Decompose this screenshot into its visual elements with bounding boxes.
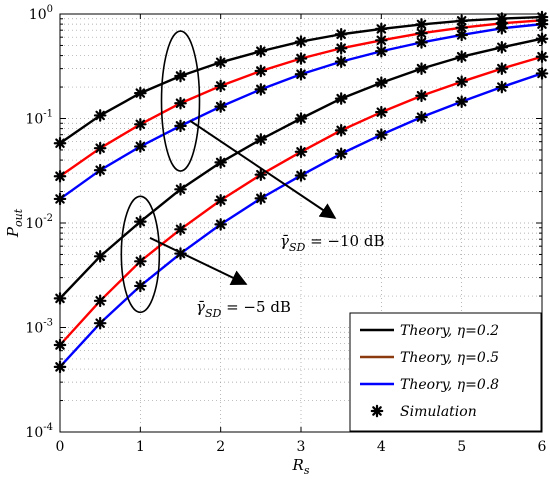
simulation-marker — [495, 21, 509, 35]
simulation-marker — [254, 64, 268, 78]
simulation-marker — [455, 95, 468, 108]
simulation-marker — [254, 44, 268, 58]
simulation-marker — [334, 92, 348, 105]
simulation-marker — [254, 133, 268, 146]
simulation-marker — [294, 67, 308, 81]
simulation-marker — [93, 316, 107, 330]
x-axis-label: Rs — [292, 456, 310, 477]
simulation-marker — [455, 50, 468, 64]
simulation-marker — [214, 100, 227, 113]
simulation-marker — [134, 86, 147, 100]
annotation-arrow-lower — [149, 237, 248, 285]
simulation-marker — [214, 79, 227, 93]
simulation-marker — [174, 223, 187, 236]
simulation-marker — [254, 168, 268, 181]
simulation-marker — [375, 34, 388, 47]
simulation-marker — [495, 80, 509, 94]
simulation-marker — [254, 192, 268, 205]
simulation-marker — [174, 69, 187, 83]
simulation-marker — [415, 62, 428, 75]
simulation-marker — [93, 109, 107, 122]
simulation-marker — [134, 140, 147, 153]
simulation-marker — [334, 55, 348, 68]
group-ellipse-upper — [160, 30, 201, 172]
simulation-marker — [254, 83, 268, 96]
simulation-marker — [294, 145, 308, 159]
simulation-marker — [294, 169, 308, 182]
simulation-marker — [375, 105, 388, 119]
simulation-marker — [415, 26, 428, 40]
simulation-marker — [370, 404, 384, 418]
simulation-marker — [334, 147, 348, 161]
simulation-marker — [214, 156, 227, 169]
simulation-marker — [455, 21, 468, 34]
simulation-marker — [134, 215, 147, 228]
y-tick-label: 100 — [29, 4, 53, 23]
legend: Theory, η=0.2 Theory, η=0.5 Theory, η=0.8 S… — [349, 312, 542, 432]
simulation-marker — [294, 52, 308, 65]
annotation-label-upper: γ̄SD = −10 dB — [280, 232, 384, 254]
simulation-marker — [174, 183, 187, 196]
x-tick-label: 1 — [136, 439, 145, 455]
simulation-marker — [93, 250, 107, 263]
y-axis-label: Pout — [4, 208, 25, 238]
simulation-marker — [415, 110, 428, 124]
group-ellipse-lower — [120, 195, 161, 314]
simulation-marker — [375, 76, 388, 90]
legend-label: Simulation — [400, 404, 477, 420]
x-tick-label: 4 — [377, 439, 386, 455]
x-tick-label: 3 — [297, 439, 306, 455]
y-tick-label: 10-2 — [25, 213, 53, 232]
simulation-marker — [134, 254, 147, 268]
simulation-marker — [174, 96, 187, 110]
y-tick-label: 10-3 — [25, 318, 53, 337]
simulation-marker — [334, 124, 348, 137]
x-tick-label: 6 — [538, 439, 547, 455]
simulation-marker — [294, 112, 308, 125]
simulation-marker — [495, 41, 509, 54]
annotation-arrow-upper — [189, 119, 337, 219]
simulation-marker — [134, 118, 147, 131]
simulation-marker — [375, 128, 388, 141]
simulation-marker — [93, 294, 107, 308]
simulation-marker — [214, 193, 227, 207]
simulation-marker — [134, 279, 147, 293]
simulation-marker — [455, 75, 468, 88]
simulation-marker — [415, 89, 428, 103]
simulation-marker — [214, 218, 227, 231]
simulation-marker — [174, 119, 187, 133]
x-tick-label: 2 — [216, 439, 225, 455]
legend-label: Theory, η=0.8 — [400, 377, 499, 393]
annotation-label-lower: γ̄SD = −5 dB — [196, 298, 291, 320]
simulation-marker — [93, 141, 107, 155]
simulation-marker — [375, 22, 388, 36]
simulation-marker — [415, 36, 428, 49]
x-tick-label: 5 — [457, 439, 466, 455]
legend-label: Theory, η=0.2 — [400, 323, 499, 339]
simulation-marker — [334, 41, 348, 55]
legend-label: Theory, η=0.5 — [400, 350, 499, 366]
simulation-marker — [93, 163, 107, 177]
simulation-marker — [334, 27, 348, 41]
y-tick-label: 10-1 — [25, 109, 53, 128]
simulation-marker — [294, 35, 308, 48]
y-tick-label: 10-4 — [25, 422, 53, 441]
x-tick-label: 0 — [56, 439, 65, 455]
simulation-marker — [375, 44, 388, 58]
simulation-marker — [415, 18, 428, 31]
simulation-marker — [455, 28, 468, 42]
simulation-marker — [495, 62, 509, 75]
simulation-marker — [214, 55, 227, 69]
